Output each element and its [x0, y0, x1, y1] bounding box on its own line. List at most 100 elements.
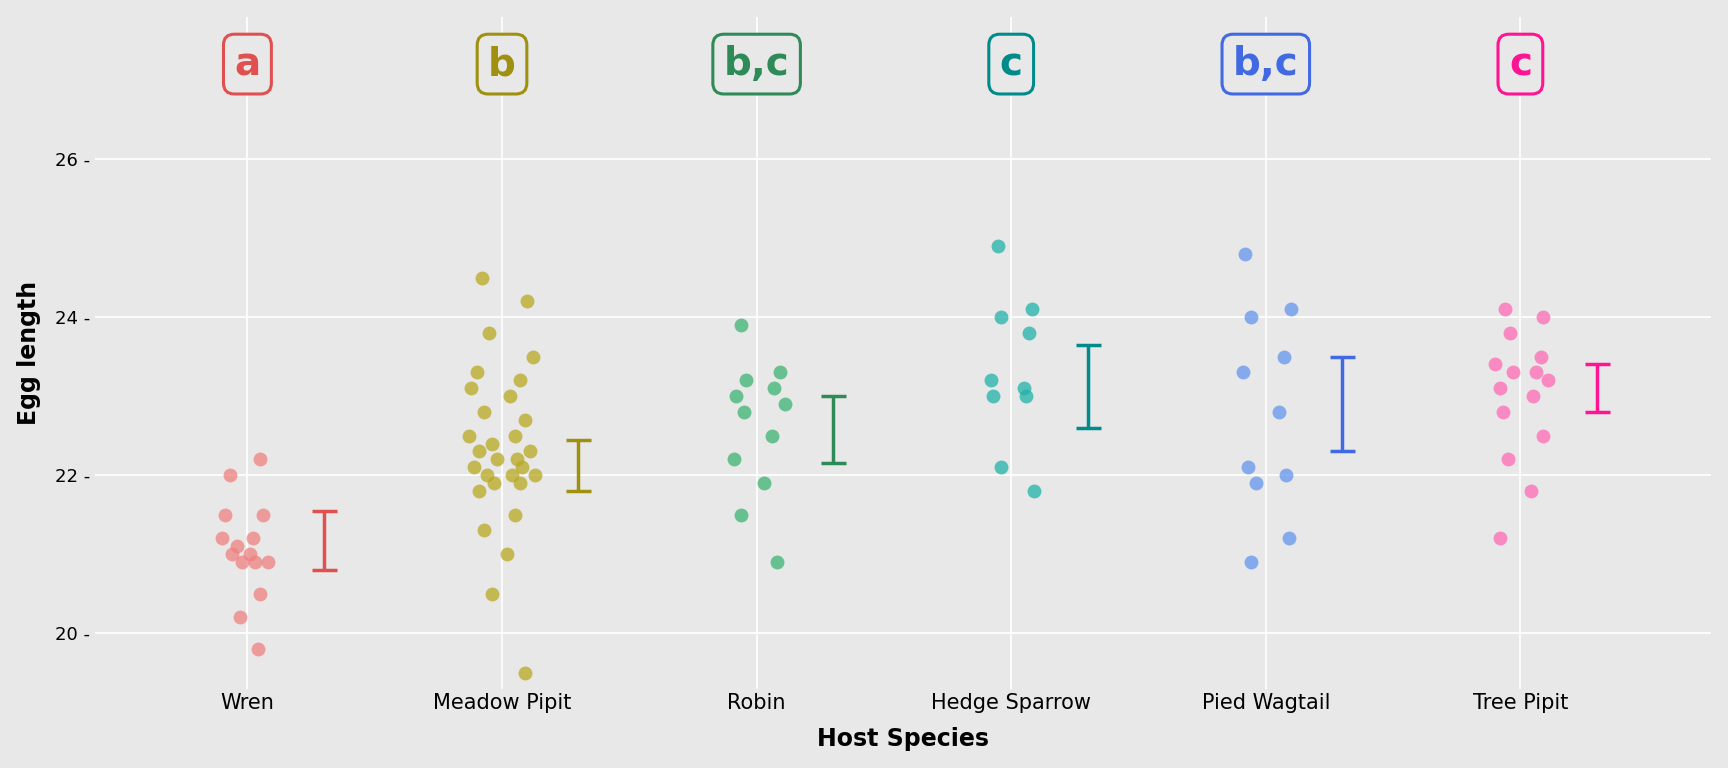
Point: [496, 390, 524, 402]
Point: [465, 445, 492, 458]
Point: [475, 326, 503, 339]
Point: [522, 469, 550, 482]
Y-axis label: Egg length: Egg length: [17, 280, 41, 425]
Point: [247, 588, 275, 600]
Point: [1486, 382, 1514, 394]
Point: [1519, 390, 1547, 402]
Point: [207, 532, 235, 545]
Point: [1229, 366, 1256, 379]
Point: [501, 508, 529, 521]
Point: [1265, 406, 1293, 418]
Point: [1529, 311, 1557, 323]
Point: [1013, 390, 1040, 402]
Text: a: a: [235, 45, 261, 83]
Point: [517, 445, 544, 458]
Point: [1018, 303, 1045, 316]
Point: [506, 477, 534, 489]
Point: [498, 469, 525, 482]
Point: [729, 406, 757, 418]
Point: [980, 390, 1007, 402]
Point: [1481, 359, 1509, 371]
Point: [237, 548, 264, 561]
Point: [511, 414, 539, 426]
Point: [727, 319, 755, 331]
Point: [721, 453, 748, 465]
Point: [1534, 374, 1562, 386]
Point: [508, 461, 536, 473]
Point: [760, 382, 788, 394]
Point: [1517, 485, 1545, 497]
Point: [513, 295, 541, 307]
Point: [218, 548, 245, 561]
Point: [463, 366, 491, 379]
Point: [766, 366, 793, 379]
Point: [1491, 303, 1519, 316]
Point: [223, 540, 251, 552]
Point: [511, 667, 539, 679]
Point: [1237, 556, 1265, 568]
Point: [480, 477, 508, 489]
Point: [987, 311, 1014, 323]
Point: [976, 374, 1004, 386]
Point: [1242, 477, 1270, 489]
Point: [1272, 469, 1299, 482]
Point: [1277, 303, 1305, 316]
Point: [1493, 453, 1521, 465]
Point: [518, 350, 546, 362]
Point: [1529, 429, 1557, 442]
Text: c: c: [1001, 45, 1023, 83]
Point: [249, 508, 276, 521]
Point: [1275, 532, 1303, 545]
Point: [1011, 382, 1039, 394]
Point: [1237, 311, 1265, 323]
Point: [985, 240, 1013, 252]
Point: [1020, 485, 1047, 497]
Point: [458, 382, 486, 394]
Point: [764, 556, 791, 568]
Point: [470, 406, 498, 418]
Point: [1270, 350, 1298, 362]
Point: [750, 477, 778, 489]
Point: [247, 453, 275, 465]
Point: [468, 271, 496, 283]
Point: [238, 532, 266, 545]
Point: [465, 485, 492, 497]
Point: [759, 429, 786, 442]
Point: [1014, 326, 1042, 339]
Text: b,c: b,c: [724, 45, 790, 83]
Point: [484, 453, 511, 465]
Point: [454, 429, 482, 442]
Point: [1486, 532, 1514, 545]
Point: [460, 461, 487, 473]
Point: [254, 556, 282, 568]
Point: [1498, 366, 1526, 379]
Point: [216, 469, 244, 482]
Text: b: b: [487, 45, 517, 83]
Point: [242, 556, 270, 568]
Text: c: c: [1509, 45, 1533, 83]
Point: [1522, 366, 1550, 379]
Point: [244, 643, 271, 655]
Point: [1490, 406, 1517, 418]
Point: [506, 374, 534, 386]
Point: [1234, 461, 1261, 473]
Point: [771, 398, 798, 410]
Point: [987, 461, 1014, 473]
Point: [226, 611, 254, 624]
Point: [479, 438, 506, 450]
Text: b,c: b,c: [1232, 45, 1299, 83]
Point: [470, 525, 498, 537]
Point: [1232, 247, 1260, 260]
Point: [492, 548, 520, 561]
Point: [722, 390, 750, 402]
X-axis label: Host Species: Host Species: [817, 727, 988, 751]
Point: [501, 429, 529, 442]
Point: [503, 453, 530, 465]
Point: [733, 374, 760, 386]
Point: [727, 508, 755, 521]
Point: [211, 508, 238, 521]
Point: [228, 556, 256, 568]
Point: [473, 469, 501, 482]
Point: [1496, 326, 1524, 339]
Point: [1528, 350, 1555, 362]
